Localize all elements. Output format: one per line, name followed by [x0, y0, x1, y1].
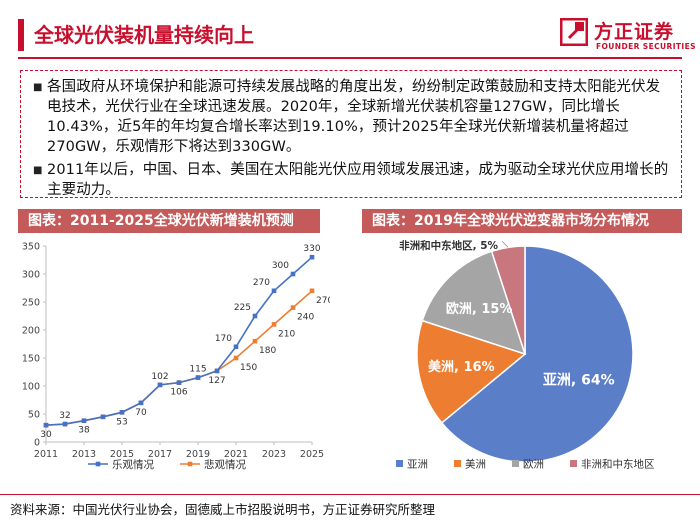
line-chart-header: 图表：2011-2025全球光伏新增装机预测（GW） [18, 209, 320, 253]
x-tick-label: 2015 [110, 449, 134, 460]
data-label: 270 [316, 296, 330, 306]
data-point-pessimistic [309, 288, 315, 294]
data-label: 102 [151, 372, 168, 382]
x-tick-label: 2021 [224, 449, 248, 460]
x-tick-label: 2025 [300, 449, 324, 460]
data-point-pessimistic [252, 338, 258, 344]
data-label: 225 [234, 303, 251, 313]
legend-label-europe: 欧洲 [523, 459, 544, 471]
data-point-optimistic [214, 368, 220, 374]
x-tick-label: 2023 [262, 449, 286, 460]
x-tick-label: 2013 [72, 449, 96, 460]
data-point-optimistic [100, 414, 106, 420]
data-label: 150 [240, 363, 257, 373]
data-label: 240 [297, 313, 314, 323]
data-point-optimistic [290, 271, 296, 277]
x-tick-label: 2017 [148, 449, 172, 460]
bullet-item: ■ 各国政府从环境保护和能源可持续发展战略的角度出发，纷纷制定政策鼓励和支持太阳… [33, 77, 669, 157]
legend-swatch-asia [396, 460, 403, 467]
y-tick-label: 350 [22, 242, 40, 253]
data-label: 180 [259, 346, 276, 356]
data-label: 210 [278, 329, 295, 339]
inverter-market-pie-chart: 亚洲, 64% 美洲, 16% 欧洲, 15% 非洲和中东地区, 5% 亚洲 美洲 欧洲 非洲… [396, 239, 655, 471]
data-point-optimistic [233, 344, 239, 350]
bullet-square-icon: ■ [33, 82, 43, 93]
legend-marker-pessimistic [187, 461, 193, 467]
data-point-optimistic [62, 421, 68, 427]
legend-swatch-americas [454, 460, 461, 467]
data-label: 53 [116, 417, 127, 427]
y-tick-label: 250 [22, 298, 40, 309]
data-label: 70 [135, 408, 147, 418]
logo-mark-icon [560, 18, 588, 46]
pie-slice-asia [440, 245, 634, 463]
y-tick-label: 0 [34, 438, 40, 449]
data-point-pessimistic [271, 322, 277, 327]
footer-divider [0, 494, 700, 495]
data-point-optimistic [81, 418, 87, 424]
pie-chart-header: 图表：2019年全球光伏逆变器市场分布情况 [362, 209, 682, 233]
legend-label-optimistic: 乐观情况 [112, 458, 154, 471]
logo-name-en: FOUNDER SECURITIES [596, 42, 696, 51]
y-tick-label: 300 [22, 270, 40, 281]
data-label: 30 [40, 430, 52, 440]
data-label: 32 [59, 411, 70, 421]
pv-installation-line-chart: 0 50 100 150 200 250 300 350 2011 2013 2015 2017 201… [22, 242, 330, 472]
legend-label-pessimistic: 悲观情况 [204, 458, 246, 471]
data-point-pessimistic [233, 355, 239, 361]
data-label: 270 [253, 278, 270, 288]
data-label: 115 [189, 365, 206, 375]
title-accent-bar [18, 19, 24, 51]
logo-name-cn: 方正证券 [594, 21, 675, 43]
data-label: 106 [170, 388, 187, 398]
slice-label-americas: 美洲, 16% [428, 359, 495, 375]
data-point-optimistic [119, 410, 125, 415]
slice-label-europe: 欧洲, 15% [446, 301, 513, 317]
page-title: 全球光伏装机量持续向上 [34, 23, 254, 47]
bullet-text: 各国政府从环境保护和能源可持续发展战略的角度出发，纷纷制定政策鼓励和支持太阳能光… [47, 79, 661, 155]
y-tick-label: 50 [28, 410, 40, 421]
data-point-optimistic [309, 254, 315, 260]
title-divider [18, 57, 682, 59]
series-line-pessimistic [45, 290, 313, 426]
y-tick-label: 150 [22, 354, 40, 365]
slice-label-mea: 非洲和中东地区, 5% [399, 239, 498, 252]
x-tick-label: 2019 [186, 449, 210, 460]
data-point-pessimistic [290, 305, 296, 310]
legend-label-americas: 美洲 [465, 458, 486, 471]
data-label: 38 [78, 426, 90, 436]
bullet-square-icon: ■ [33, 165, 43, 176]
brand-logo: 方正证券 FOUNDER SECURITIES [560, 18, 696, 56]
bullet-item: ■ 2011年以后，中国、日本、美国在太阳能光伏应用领域发展迅速，成为驱动全球光… [33, 160, 669, 200]
y-tick-label: 100 [22, 382, 40, 393]
x-tick-label: 2011 [34, 449, 58, 460]
legend-swatch-europe [512, 460, 519, 467]
data-label: 127 [208, 376, 225, 386]
summary-box: ■ 各国政府从环境保护和能源可持续发展战略的角度出发，纷纷制定政策鼓励和支持太阳… [20, 70, 682, 198]
slice-leader-line [501, 241, 509, 248]
data-label: 170 [215, 334, 232, 344]
slice-label-asia: 亚洲, 64% [543, 372, 615, 388]
data-point-optimistic [252, 313, 258, 319]
data-label: 300 [272, 261, 289, 271]
data-label: 330 [303, 244, 320, 254]
data-point-optimistic [138, 400, 144, 406]
source-footer: 资料来源：中国光伏行业协会，固德威上市招股说明书，方正证券研究所整理 [10, 502, 436, 517]
data-point-optimistic [271, 288, 277, 294]
pie-slice-americas [416, 319, 527, 424]
legend-swatch-mea [570, 460, 577, 467]
data-point-optimistic [157, 382, 163, 388]
legend-marker-optimistic [95, 461, 101, 467]
legend-label-mea: 非洲和中东地区 [581, 458, 655, 471]
y-tick-label: 200 [22, 326, 40, 337]
data-point-optimistic [195, 375, 201, 380]
legend-label-asia: 亚洲 [407, 459, 428, 471]
data-point-optimistic [43, 422, 49, 428]
data-point-optimistic [176, 380, 182, 385]
bullet-text: 2011年以后，中国、日本、美国在太阳能光伏应用领域发展迅速，成为驱动全球光伏应… [47, 162, 669, 198]
series-line-optimistic [45, 256, 313, 426]
